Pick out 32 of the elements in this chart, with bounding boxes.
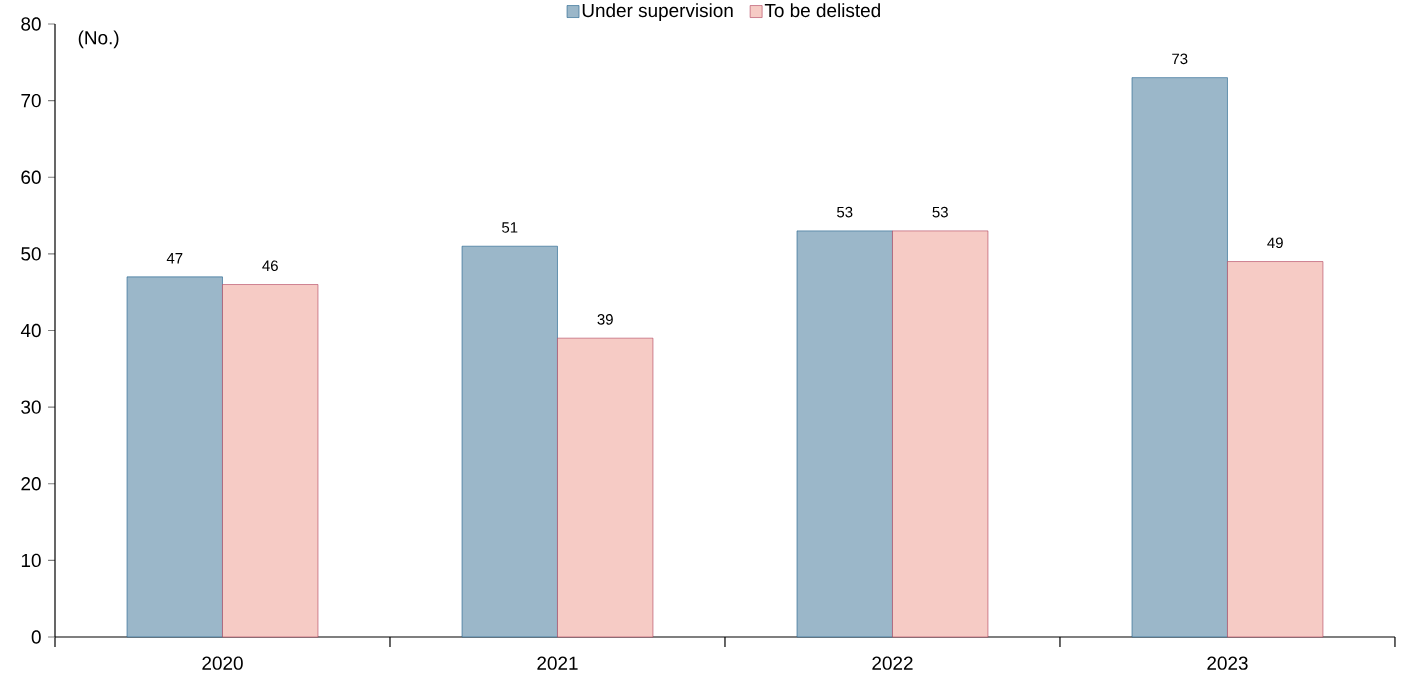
data-label: 39	[597, 314, 613, 325]
x-tick-label: 2020	[202, 656, 243, 670]
y-tick-label: 80	[21, 17, 41, 31]
data-label: 47	[166, 253, 183, 264]
data-label: 46	[262, 260, 278, 272]
y-tick-label: 20	[21, 477, 41, 491]
y-tick-label: 60	[21, 170, 41, 184]
bar	[796, 230, 893, 638]
bar	[892, 230, 989, 638]
x-tick-label: 2022	[872, 656, 913, 670]
y-tick-label: 40	[20, 323, 41, 338]
bar	[126, 276, 223, 638]
legend-label: To be delisted	[764, 3, 880, 18]
data-label: 53	[837, 206, 853, 218]
y-tick-label: 10	[21, 553, 41, 568]
x-tick-label: 2021	[537, 656, 578, 670]
y-tick-label: 0	[31, 630, 41, 644]
data-label: 51	[502, 222, 518, 233]
x-tick-label: 2023	[1207, 656, 1248, 670]
data-label: 49	[1267, 237, 1283, 249]
bar	[461, 245, 558, 638]
data-label: 53	[932, 206, 948, 218]
y-tick-label: 50	[21, 247, 41, 261]
bar	[1227, 261, 1324, 638]
y-axis-title: (No.)	[78, 30, 119, 49]
bar	[222, 284, 319, 638]
legend-label: Under supervision	[582, 3, 733, 21]
y-tick-label: 70	[21, 93, 41, 108]
bar	[1131, 77, 1228, 638]
bar	[557, 337, 654, 638]
data-label: 73	[1172, 53, 1188, 65]
y-tick-label: 30	[21, 400, 41, 414]
